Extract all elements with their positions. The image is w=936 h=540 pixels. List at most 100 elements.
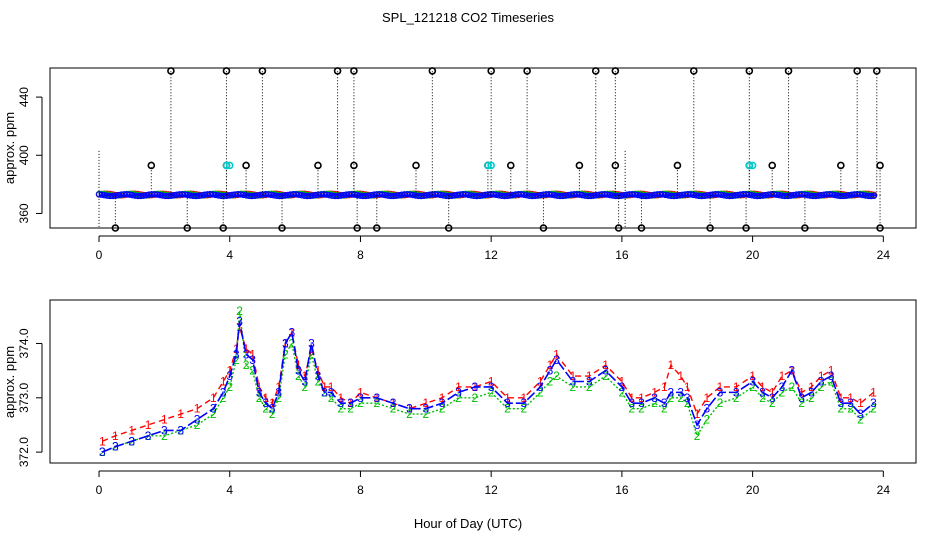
- series-3-marker: 3: [338, 396, 345, 410]
- outlier-mid-point: [768, 161, 777, 170]
- series-2-marker: 2: [798, 396, 805, 410]
- series-3-marker: 3: [847, 396, 854, 410]
- series-2-marker: 2: [471, 391, 478, 405]
- series-1-marker: 1: [315, 364, 322, 378]
- series-1-marker: 1: [553, 347, 560, 361]
- series-2-marker: 2: [733, 391, 740, 405]
- series-1-marker: 1: [586, 369, 593, 383]
- series-3-line: [101, 321, 875, 453]
- series-3-marker: 3: [694, 418, 701, 432]
- series-2-marker: 2: [547, 375, 554, 389]
- series-2-marker: 2: [249, 364, 256, 378]
- series-2-marker: 2: [256, 391, 263, 405]
- series-1-marker: 1: [328, 380, 335, 394]
- outlier-low-point: [742, 224, 750, 232]
- series-1-marker: 1: [226, 364, 233, 378]
- series-2-marker: 2: [857, 413, 864, 427]
- series-3-marker: 3: [220, 385, 227, 399]
- series-3-marker: 3: [275, 385, 282, 399]
- series-2-marker: 2: [226, 380, 233, 394]
- series-3-marker: 3: [586, 375, 593, 389]
- series-3-marker: 3: [210, 402, 217, 416]
- series-1-line: [102, 326, 874, 442]
- series-3-marker: 3: [471, 380, 478, 394]
- series-2-marker: 2: [243, 358, 250, 372]
- series-1-marker: 1: [338, 391, 345, 405]
- outlier-mid-point: [673, 161, 682, 170]
- series-2-marker: 2: [302, 380, 309, 394]
- outlier-low-point: [444, 224, 453, 232]
- bottom-x-tick-label: 16: [615, 483, 629, 497]
- series-2-marker: 2: [161, 429, 168, 443]
- series-3-marker: 3: [321, 385, 328, 399]
- series-1-marker: 1: [455, 380, 462, 394]
- series-3-marker: 3: [818, 375, 825, 389]
- outlier-low-point: [614, 224, 623, 232]
- series-3-marker: 3: [769, 391, 776, 405]
- highlight-point: [487, 161, 495, 170]
- series-3-marker: 3: [717, 385, 724, 399]
- series-3-marker: 3: [422, 402, 429, 416]
- outlier-low-point: [183, 224, 192, 232]
- top-x-tick-label: 16: [615, 248, 629, 262]
- series-1-marker: 1: [749, 369, 756, 383]
- series-3-marker: 3: [779, 380, 786, 394]
- series-1-marker: 1: [262, 391, 269, 405]
- series-3-marker: 3: [668, 385, 675, 399]
- outlier-high-point: [689, 67, 698, 75]
- series-2-marker: 2: [818, 380, 825, 394]
- series-3-marker: 3: [128, 434, 135, 448]
- series-3-marker: 3: [651, 391, 658, 405]
- chart-title: SPL_121218 CO2 Timeseries: [382, 10, 554, 25]
- series-1-marker: 1: [759, 380, 766, 394]
- series-2-marker: 2: [390, 402, 397, 416]
- series-1-marker: 1: [537, 375, 544, 389]
- outlier-mid-point: [837, 161, 845, 170]
- series-2-marker: 2: [570, 380, 577, 394]
- series-3-marker: 3: [537, 380, 544, 394]
- series-2-marker: 2: [269, 407, 276, 421]
- bottom-y-axis-label: approx. ppm: [2, 346, 17, 418]
- top-y-tick-label: 360: [17, 203, 31, 223]
- outlier-low-point: [353, 224, 361, 232]
- series-3-marker: 3: [406, 402, 413, 416]
- top-plot-marks: [95, 67, 884, 232]
- top-x-tick-label: 0: [96, 248, 103, 262]
- outlier-low-point: [372, 224, 381, 232]
- series-1-marker: 1: [210, 391, 217, 405]
- series-2-marker: 2: [619, 385, 626, 399]
- series-3-marker: 3: [243, 347, 250, 361]
- series-1-marker: 1: [828, 364, 835, 378]
- series-3-marker: 3: [194, 413, 201, 427]
- top-y-tick-label: 440: [17, 87, 31, 107]
- series-2-marker: 2: [328, 391, 335, 405]
- series-2-marker: 2: [677, 391, 684, 405]
- bottom-y-tick-label: 373.0: [17, 382, 31, 412]
- series-2-marker: 2: [586, 380, 593, 394]
- series-2-marker: 2: [870, 402, 877, 416]
- series-2-marker: 2: [668, 391, 675, 405]
- series-3-marker: 3: [439, 396, 446, 410]
- outlier-high-point: [167, 67, 175, 75]
- series-1-marker: 1: [570, 369, 577, 383]
- outlier-high-point: [258, 67, 267, 75]
- series-3-marker: 3: [233, 347, 240, 361]
- series-3-marker: 3: [347, 396, 354, 410]
- series-3-marker: 3: [547, 364, 554, 378]
- series-3-marker: 3: [308, 336, 315, 350]
- series-2-marker: 2: [233, 353, 240, 367]
- series-2-marker: 2: [717, 396, 724, 410]
- series-1-marker: 1: [769, 385, 776, 399]
- series-1-marker: 1: [249, 347, 256, 361]
- series-3-marker: 3: [357, 391, 364, 405]
- series-1-marker: 1: [733, 380, 740, 394]
- series-1-marker: 1: [857, 396, 864, 410]
- series-2-marker: 2: [321, 385, 328, 399]
- series-3-marker: 3: [236, 315, 243, 329]
- outlier-low-point: [706, 224, 714, 232]
- series-2-marker: 2: [422, 407, 429, 421]
- series-3-marker: 3: [161, 423, 168, 437]
- series-2-marker: 2: [769, 396, 776, 410]
- outlier-high-point: [222, 67, 231, 75]
